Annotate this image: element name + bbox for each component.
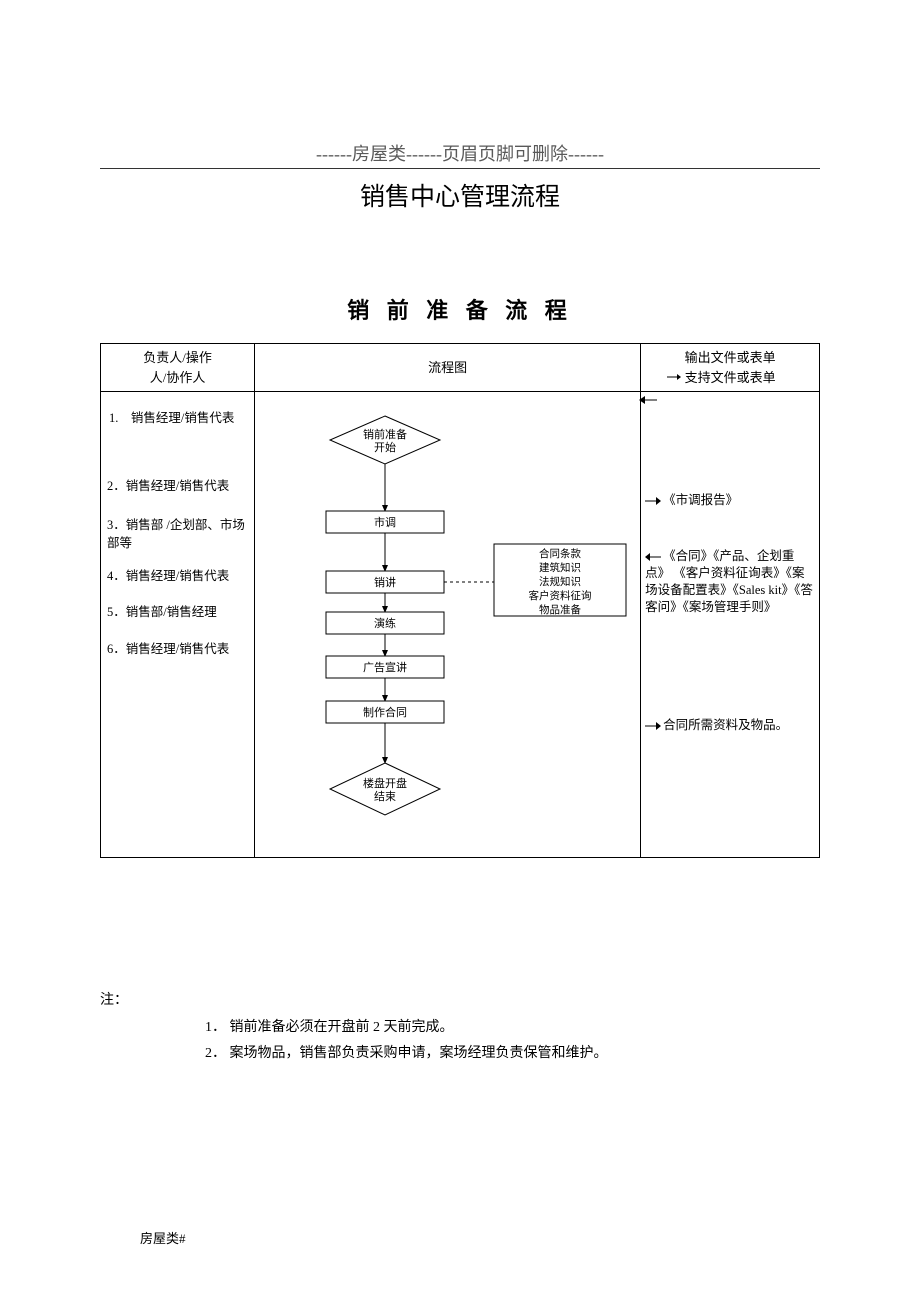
th-right: 输出文件或表单 支持文件或表单	[641, 344, 820, 392]
main-title: 销售中心管理流程	[100, 177, 820, 213]
flowchart-svg: 销前准备 开始 市调 销讲	[255, 392, 640, 857]
flow-side-label: 法规知识	[539, 575, 581, 588]
table-body-row: 1. 销售经理/销售代表 2．销售经理/销售代表 3．销售部 /企划部、市场部等…	[101, 392, 820, 858]
arrow-left-icon	[639, 395, 657, 405]
th-mid: 流程图	[255, 344, 641, 392]
flowchart-column: 销前准备 开始 市调 销讲	[255, 392, 641, 858]
flow-side-label: 客户资料征询	[529, 589, 592, 602]
page-container: ------房屋类------页眉页脚可删除------ 销售中心管理流程 销 …	[0, 0, 920, 1302]
left-item: 5．销售部/销售经理	[107, 604, 248, 622]
arrow-right-icon	[667, 372, 681, 382]
flow-node-label: 楼盘开盘	[363, 776, 407, 790]
right-column: 《市调报告》 《合同》《产品、企划重点》 《客户资料征询表》《案场设备配置表》《…	[641, 392, 820, 858]
right-output-2: 合同所需资料及物品。	[645, 717, 815, 734]
notes-section: 注： 1． 销前准备必须在开盘前 2 天前完成。 2． 案场物品，销售部负责采购…	[100, 988, 820, 1068]
flow-side-label: 物品准备	[539, 603, 581, 616]
arrow-left-icon	[645, 552, 661, 562]
flow-node-label: 制作合同	[363, 705, 407, 719]
sub-title: 销 前 准 备 流 程	[100, 293, 820, 325]
header-rule	[100, 168, 820, 169]
flow-node-label: 广告宣讲	[363, 660, 407, 674]
flow-side-label: 建筑知识	[539, 561, 581, 574]
left-item: 4．销售经理/销售代表	[107, 568, 248, 586]
left-item: 1. 销售经理/销售代表	[107, 410, 248, 428]
th-left-line1: 负责人/操作	[143, 350, 212, 365]
flow-node-label: 开始	[374, 440, 396, 454]
arrow-right-icon	[645, 721, 661, 731]
right-output-1: 《市调报告》	[645, 492, 738, 509]
flow-side-label: 合同条款	[539, 547, 581, 560]
flow-node-label: 销前准备	[363, 427, 407, 441]
arrow-right-icon	[645, 496, 661, 506]
right-output-1-text: 《市调报告》	[663, 493, 738, 507]
flow-node-label: 演练	[374, 616, 396, 630]
th-right-line2: 支持文件或表单	[685, 370, 776, 385]
left-item: 6．销售经理/销售代表	[107, 641, 248, 659]
left-item: 3．销售部 /企划部、市场部等	[107, 517, 248, 552]
flow-node-label: 结束	[374, 790, 396, 803]
th-left-line2: 人/协作人	[150, 370, 206, 385]
table-header-row: 负责人/操作 人/协作人 流程图 输出文件或表单 支持文件或表单	[101, 344, 820, 392]
page-footer: 房屋类#	[140, 1228, 186, 1247]
notes-label: 注：	[100, 988, 820, 1015]
th-right-line1: 输出文件或表单	[685, 350, 776, 365]
notes-item: 1． 销前准备必须在开盘前 2 天前完成。	[205, 1015, 820, 1042]
notes-item: 2． 案场物品，销售部负责采购申请，案场经理负责保管和维护。	[205, 1041, 820, 1068]
left-item: 2．销售经理/销售代表	[107, 478, 248, 496]
th-left: 负责人/操作 人/协作人	[101, 344, 255, 392]
left-column: 1. 销售经理/销售代表 2．销售经理/销售代表 3．销售部 /企划部、市场部等…	[101, 392, 255, 858]
flow-node-label: 销讲	[374, 575, 396, 589]
right-output-2-text: 合同所需资料及物品。	[663, 718, 788, 732]
page-header: ------房屋类------页眉页脚可删除------	[100, 140, 820, 166]
flow-node-label: 市调	[374, 515, 396, 529]
right-input-1: 《合同》《产品、企划重点》 《客户资料征询表》《案场设备配置表》《Sales k…	[645, 548, 815, 616]
flow-table: 负责人/操作 人/协作人 流程图 输出文件或表单 支持文件或表单	[100, 343, 820, 858]
right-input-1-text: 《合同》《产品、企划重点》 《客户资料征询表》《案场设备配置表》《Sales k…	[645, 549, 813, 614]
